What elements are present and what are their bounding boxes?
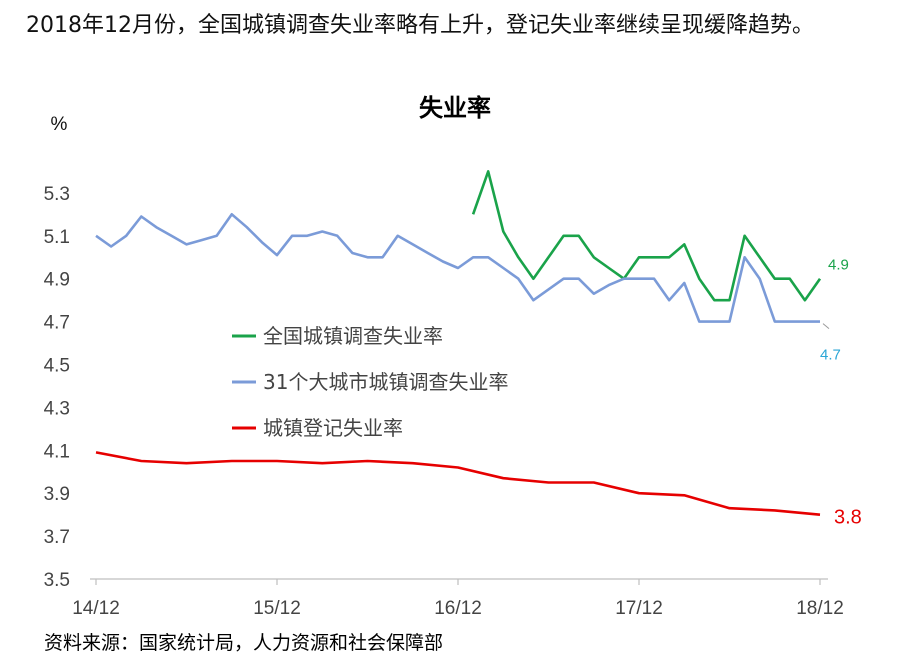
end-label-registered: 3.8 xyxy=(834,507,862,529)
y-tick-label: 5.1 xyxy=(44,227,70,248)
end-label-national-survey: 4.9 xyxy=(828,257,849,274)
y-tick-label: 4.3 xyxy=(44,398,70,419)
end-label-leader xyxy=(822,323,830,329)
legend-label-big-cities-survey: 31个大城市城镇调查失业率 xyxy=(263,370,508,394)
series-line-big-cities-survey xyxy=(95,213,820,323)
y-tick-label: 3.7 xyxy=(44,527,70,548)
end-labels: 4.9 4.7 3.8 xyxy=(820,257,862,529)
y-tick-label: 4.9 xyxy=(44,270,70,291)
x-tick-label: 18/12 xyxy=(796,598,844,619)
legend-label-national-survey: 全国城镇调查失业率 xyxy=(263,324,443,348)
series-line-national-survey xyxy=(471,170,822,302)
y-axis-ticks: 3.5 3.7 3.9 4.1 4.3 4.5 4.7 4.9 5.1 5.3 xyxy=(44,184,70,591)
y-tick-label: 4.5 xyxy=(44,356,70,377)
y-tick-label: 4.1 xyxy=(44,441,70,462)
y-axis-unit: % xyxy=(51,114,68,135)
x-tick-label: 14/12 xyxy=(72,598,120,619)
y-tick-label: 4.7 xyxy=(44,313,70,334)
x-tick-label: 17/12 xyxy=(615,598,663,619)
end-label-big-cities-survey: 4.7 xyxy=(820,347,841,364)
data-source: 资料来源：国家统计局，人力资源和社会保障部 xyxy=(44,632,444,654)
legend-label-registered: 城镇登记失业率 xyxy=(263,416,403,440)
y-tick-label: 3.5 xyxy=(44,570,70,591)
x-axis-ticks: 14/12 15/12 16/12 17/12 18/12 xyxy=(72,579,844,619)
x-tick-label: 15/12 xyxy=(253,598,301,619)
series-line-registered xyxy=(95,451,821,516)
series-lines xyxy=(95,170,822,516)
y-tick-label: 5.3 xyxy=(44,184,70,205)
x-tick-label: 16/12 xyxy=(434,598,482,619)
headline: 2018年12月份，全国城镇调查失业率略有上升，登记失业率继续呈现缓降趋势。 xyxy=(26,13,814,38)
y-tick-label: 3.9 xyxy=(44,484,70,505)
chart-title: 失业率 xyxy=(419,94,491,122)
